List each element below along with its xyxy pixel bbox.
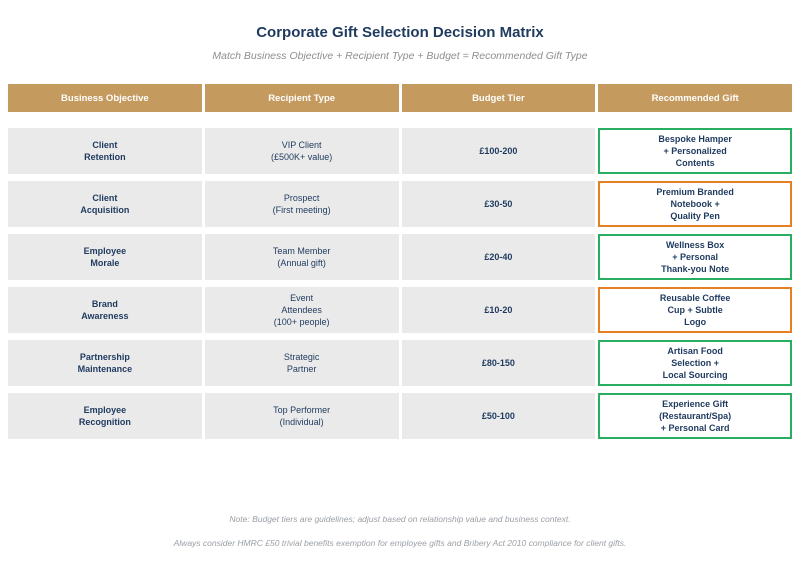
gift-cell: Experience Gift (Restaurant/Spa) + Perso… xyxy=(598,393,792,439)
objective-cell: Partnership Maintenance xyxy=(8,340,202,386)
budget-cell: £30-50 xyxy=(401,181,596,227)
recipient-cell: VIP Client (£500K+ value) xyxy=(204,128,399,174)
table-body: Client Retention VIP Client (£500K+ valu… xyxy=(8,128,792,439)
recipient-cell: Event Attendees (100+ people) xyxy=(204,287,399,333)
gift-cell: Reusable Coffee Cup + Subtle Logo xyxy=(598,287,792,333)
footer-note-guidelines: Note: Budget tiers are guidelines; adjus… xyxy=(229,514,571,524)
page-subtitle: Match Business Objective + Recipient Typ… xyxy=(212,50,588,62)
objective-cell: Brand Awareness xyxy=(8,287,202,333)
gift-cell: Wellness Box + Personal Thank-you Note xyxy=(598,234,792,280)
budget-cell: £10-20 xyxy=(401,287,596,333)
column-header-budget-tier: Budget Tier xyxy=(401,84,596,112)
budget-cell: £50-100 xyxy=(401,393,596,439)
gift-cell: Artisan Food Selection + Local Sourcing xyxy=(598,340,792,386)
recipient-cell: Team Member (Annual gift) xyxy=(204,234,399,280)
objective-cell: Employee Recognition xyxy=(8,393,202,439)
budget-cell: £80-150 xyxy=(401,340,596,386)
decision-matrix-table: Business Objective Recipient Type Budget… xyxy=(8,84,792,439)
page-title: Corporate Gift Selection Decision Matrix xyxy=(256,24,544,41)
column-header-business-objective: Business Objective xyxy=(8,84,202,112)
header-row: Business Objective Recipient Type Budget… xyxy=(8,84,792,112)
column-header-recommended-gift: Recommended Gift xyxy=(598,84,792,112)
budget-cell: £20-40 xyxy=(401,234,596,280)
footer-notes: Note: Budget tiers are guidelines; adjus… xyxy=(0,514,800,548)
recipient-cell: Strategic Partner xyxy=(204,340,399,386)
budget-cell: £100-200 xyxy=(401,128,596,174)
objective-cell: Client Retention xyxy=(8,128,202,174)
gift-cell: Premium Branded Notebook + Quality Pen xyxy=(598,181,792,227)
footer-note-compliance: Always consider HMRC £50 trivial benefit… xyxy=(173,538,627,548)
objective-cell: Client Acquisition xyxy=(8,181,202,227)
recipient-cell: Prospect (First meeting) xyxy=(204,181,399,227)
recipient-cell: Top Performer (Individual) xyxy=(204,393,399,439)
gift-cell: Bespoke Hamper + Personalized Contents xyxy=(598,128,792,174)
objective-cell: Employee Morale xyxy=(8,234,202,280)
column-header-recipient-type: Recipient Type xyxy=(204,84,399,112)
